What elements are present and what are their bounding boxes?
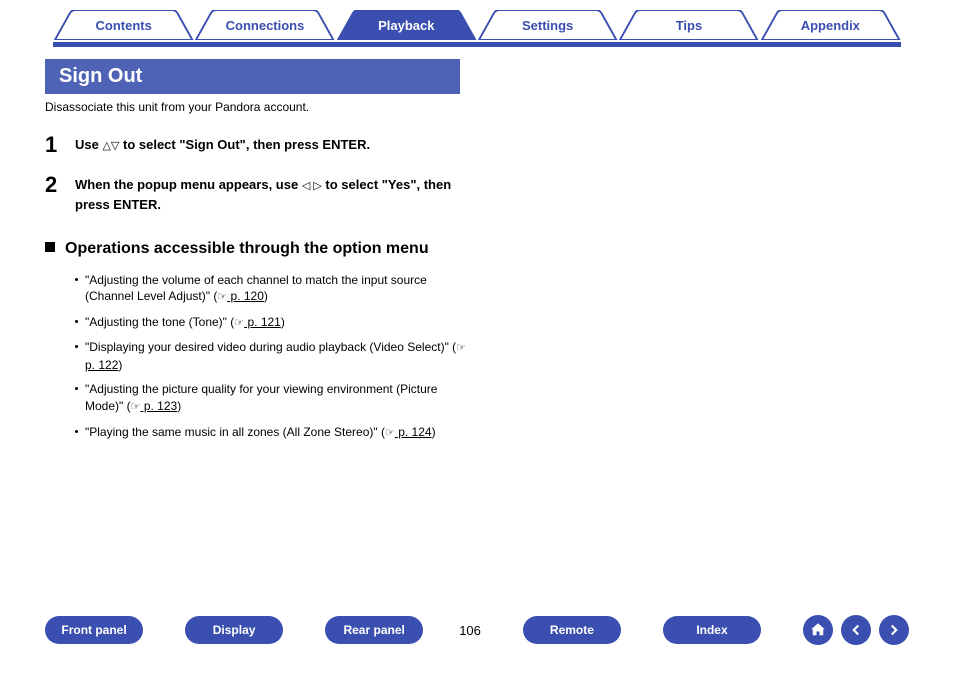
step-text: Use △▽ to select "Sign Out", then press … [75, 132, 370, 155]
rear-panel-button[interactable]: Rear panel [325, 616, 423, 644]
list-item: "Displaying your desired video during au… [75, 339, 475, 373]
remote-button[interactable]: Remote [523, 616, 621, 644]
index-button[interactable]: Index [663, 616, 761, 644]
page-link[interactable]: p. 122 [85, 358, 118, 372]
tab-connections[interactable]: Connections [194, 10, 335, 40]
list-item: "Playing the same music in all zones (Al… [75, 424, 475, 441]
home-icon[interactable] [803, 615, 833, 645]
pointer-icon: ☞ [456, 342, 466, 354]
section-heading: Sign Out [45, 59, 460, 94]
page-link[interactable]: p. 124 [395, 425, 432, 439]
prev-icon[interactable] [841, 615, 871, 645]
list-item: "Adjusting the volume of each channel to… [75, 272, 475, 306]
tab-settings[interactable]: Settings [477, 10, 618, 40]
square-bullet-icon [45, 242, 55, 252]
tab-tips[interactable]: Tips [618, 10, 759, 40]
pointer-icon: ☞ [131, 401, 141, 413]
list-item: "Adjusting the picture quality for your … [75, 381, 475, 415]
tab-playback[interactable]: Playback [336, 10, 477, 40]
tab-label: Appendix [760, 10, 901, 40]
page-link[interactable]: p. 120 [227, 289, 264, 303]
tab-label: Connections [194, 10, 335, 40]
steps-list: 1Use △▽ to select "Sign Out", then press… [45, 132, 909, 214]
display-button[interactable]: Display [185, 616, 283, 644]
list-item: "Adjusting the tone (Tone)" (☞ p. 121) [75, 314, 475, 331]
tab-label: Tips [618, 10, 759, 40]
front-panel-button[interactable]: Front panel [45, 616, 143, 644]
subsection-title: Operations accessible through the option… [65, 238, 429, 260]
nav-icons [803, 615, 909, 645]
step: 1Use △▽ to select "Sign Out", then press… [45, 132, 909, 158]
tab-label: Settings [477, 10, 618, 40]
tabs-underline [53, 42, 901, 47]
tab-label: Playback [336, 10, 477, 40]
step-number: 1 [45, 132, 75, 158]
step-number: 2 [45, 172, 75, 198]
top-tabs: ContentsConnectionsPlaybackSettingsTipsA… [45, 10, 909, 40]
pointer-icon: ☞ [234, 317, 244, 329]
pointer-icon: ☞ [217, 291, 227, 303]
tab-label: Contents [53, 10, 194, 40]
page-link[interactable]: p. 121 [244, 315, 281, 329]
next-icon[interactable] [879, 615, 909, 645]
operations-list: "Adjusting the volume of each channel to… [45, 272, 475, 441]
tab-contents[interactable]: Contents [53, 10, 194, 40]
step-text: When the popup menu appears, use ◁ ▷ to … [75, 172, 455, 214]
bottom-bar: Front panel Display Rear panel 106 Remote Ind… [45, 615, 909, 645]
subsection-heading: Operations accessible through the option… [45, 238, 909, 260]
page-number: 106 [459, 623, 481, 638]
section-subtitle: Disassociate this unit from your Pandora… [45, 100, 909, 114]
step: 2When the popup menu appears, use ◁ ▷ to… [45, 172, 909, 214]
tab-appendix[interactable]: Appendix [760, 10, 901, 40]
pointer-icon: ☞ [385, 427, 395, 439]
page-link[interactable]: p. 123 [140, 399, 177, 413]
